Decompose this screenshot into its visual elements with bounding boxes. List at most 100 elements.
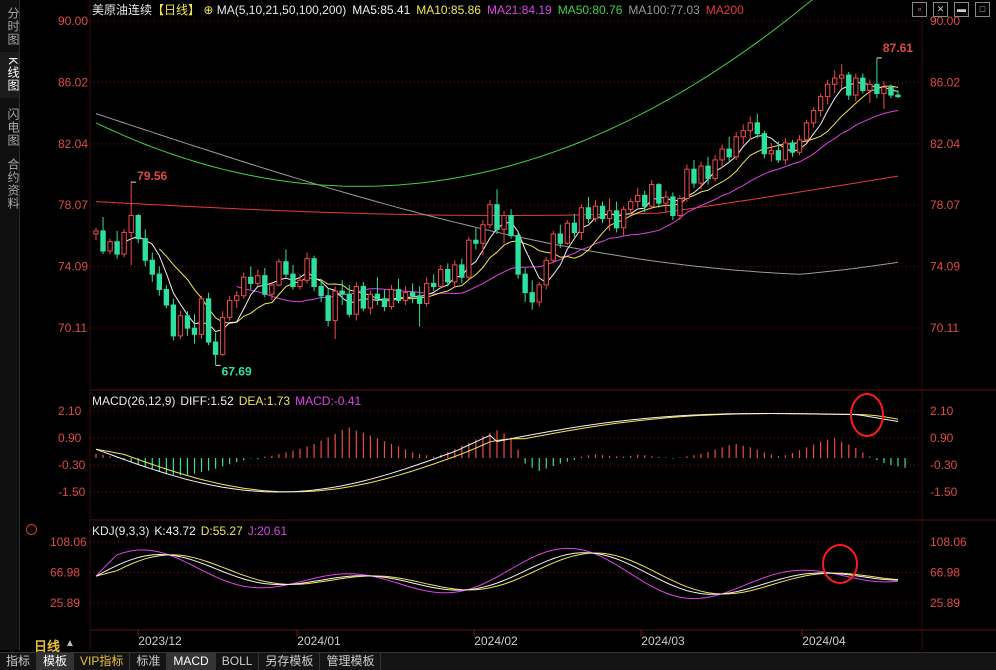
crosshair-icon[interactable]: ⊕	[203, 3, 214, 17]
candle-body	[895, 94, 901, 98]
candle-body	[705, 165, 711, 179]
candle-body	[789, 142, 796, 153]
candle-body	[768, 150, 775, 155]
candle-body	[290, 273, 296, 287]
period-selector[interactable]: 日线	[34, 639, 61, 654]
candle-body	[374, 293, 381, 300]
candle-body	[219, 316, 226, 355]
ma-label: MA(5,10,21,50,100,200)	[216, 3, 347, 17]
kdj-k: K:43.72	[154, 524, 196, 538]
candle-body	[550, 233, 556, 261]
tab-kline[interactable]: K线图	[0, 52, 20, 98]
kdj-j: J:20.61	[247, 524, 288, 538]
kdj-label: KDJ(9,3,3)	[92, 524, 150, 538]
candle-body	[670, 196, 676, 216]
price-tick-right: 78.07	[930, 198, 960, 212]
candle-body	[571, 222, 578, 233]
candle-body	[691, 168, 697, 184]
candle-body	[860, 77, 866, 91]
price-tick-right: 82.04	[930, 137, 960, 151]
kdj-settings-icon[interactable]	[26, 524, 37, 535]
candle-body	[677, 198, 683, 216]
tab-indicators[interactable]: 指标	[0, 653, 38, 670]
candle-body	[318, 285, 324, 297]
candle-body	[642, 194, 648, 207]
kdj-d: D:55.27	[200, 524, 243, 538]
macd-tick-left: 2.10	[58, 404, 82, 418]
macd-diff: DIFF:1.52	[180, 394, 234, 408]
tab-macd[interactable]: MACD	[167, 653, 216, 670]
tab-templates[interactable]: 模板	[37, 653, 75, 670]
candle-body	[473, 239, 479, 244]
tab-timeshare[interactable]: 分时图	[6, 6, 20, 46]
tab-vip-indicators[interactable]: VIP指标	[74, 653, 131, 670]
candle-body	[346, 293, 352, 315]
candle-body	[719, 148, 725, 161]
candle-body	[578, 207, 585, 233]
time-axis-label: 2023/12	[138, 634, 182, 648]
close-icon[interactable]: ✕	[933, 2, 948, 17]
ma10-line	[158, 85, 899, 324]
macd-tick-left: -0.30	[58, 458, 86, 472]
candle-body	[620, 208, 627, 229]
candle-body	[487, 204, 493, 226]
ma21-value: MA21:84.19	[486, 3, 552, 17]
macd-tick-left: 0.90	[58, 431, 82, 445]
candle-body	[311, 258, 317, 287]
candle-body	[466, 239, 472, 278]
tab-boll[interactable]: BOLL	[216, 653, 260, 670]
candle-body	[508, 214, 514, 237]
candle-body	[599, 205, 606, 220]
candle-body	[515, 235, 521, 275]
main-chart[interactable]: 90.00 90.00 86.02 86.02 82.04 82.04 78.07 78.07…	[0, 0, 996, 652]
time-axis-label: 2024/04	[802, 634, 846, 648]
price-tick-left: 90.00	[58, 14, 88, 28]
candle-body	[304, 258, 310, 281]
candle-body	[663, 196, 669, 204]
period-tag: 【日线】	[152, 3, 201, 17]
kdj-tick-right: 25.89	[930, 596, 960, 610]
candle-body	[325, 295, 331, 321]
macd-label: MACD(26,12,9)	[92, 394, 176, 408]
tab-flash[interactable]: 闪电图	[6, 107, 20, 147]
candle-body	[698, 165, 704, 184]
kdj-tick-right: 108.06	[930, 535, 967, 549]
maximize-icon[interactable]: □	[975, 2, 990, 17]
tab-manage-templates[interactable]: 管理模板	[320, 653, 382, 670]
candle-body	[543, 259, 549, 286]
candle-body	[395, 289, 402, 301]
candle-body	[747, 122, 753, 132]
candle-body	[388, 289, 395, 308]
kdj-j-line	[95, 547, 899, 600]
candle-body	[529, 292, 535, 303]
candle-body	[402, 292, 409, 301]
candle-body	[191, 327, 198, 335]
tab-contract-info[interactable]: 合约资料	[6, 158, 20, 210]
candle-body	[803, 122, 810, 141]
candle-body	[360, 285, 367, 309]
time-axis-label: 2024/01	[297, 634, 341, 648]
candle-body	[114, 241, 120, 255]
candle-body	[445, 269, 451, 283]
candle-body	[635, 194, 641, 203]
candle-body	[564, 222, 571, 244]
tab-standard[interactable]: 标准	[130, 653, 168, 670]
time-axis-label: 2024/03	[641, 634, 685, 648]
candle-body	[142, 238, 148, 261]
minimize-icon[interactable]: ▬	[954, 2, 969, 17]
ma200-value: MA200	[705, 3, 744, 17]
candle-body	[93, 230, 99, 235]
restore-icon[interactable]: ▫	[912, 2, 927, 17]
kdj-k-line	[95, 552, 899, 595]
tab-save-template[interactable]: 另存模板	[259, 653, 321, 670]
price-tick-right: 70.11	[930, 321, 959, 335]
kdj-header: KDJ(9,3,3) K:43.72 D:55.27 J:20.61	[92, 523, 292, 539]
candle-body	[501, 214, 507, 230]
candle-body	[226, 299, 233, 318]
candle-body	[817, 96, 824, 112]
price-tick-left: 86.02	[58, 75, 88, 89]
candle-body	[149, 259, 155, 275]
chart-header: 美原油连续【日线】 ⊕ MA(5,10,21,50,100,200) MA5:85…	[92, 1, 750, 19]
period-arrow-icon[interactable]: ▲	[65, 638, 75, 649]
candle-body	[627, 201, 634, 210]
